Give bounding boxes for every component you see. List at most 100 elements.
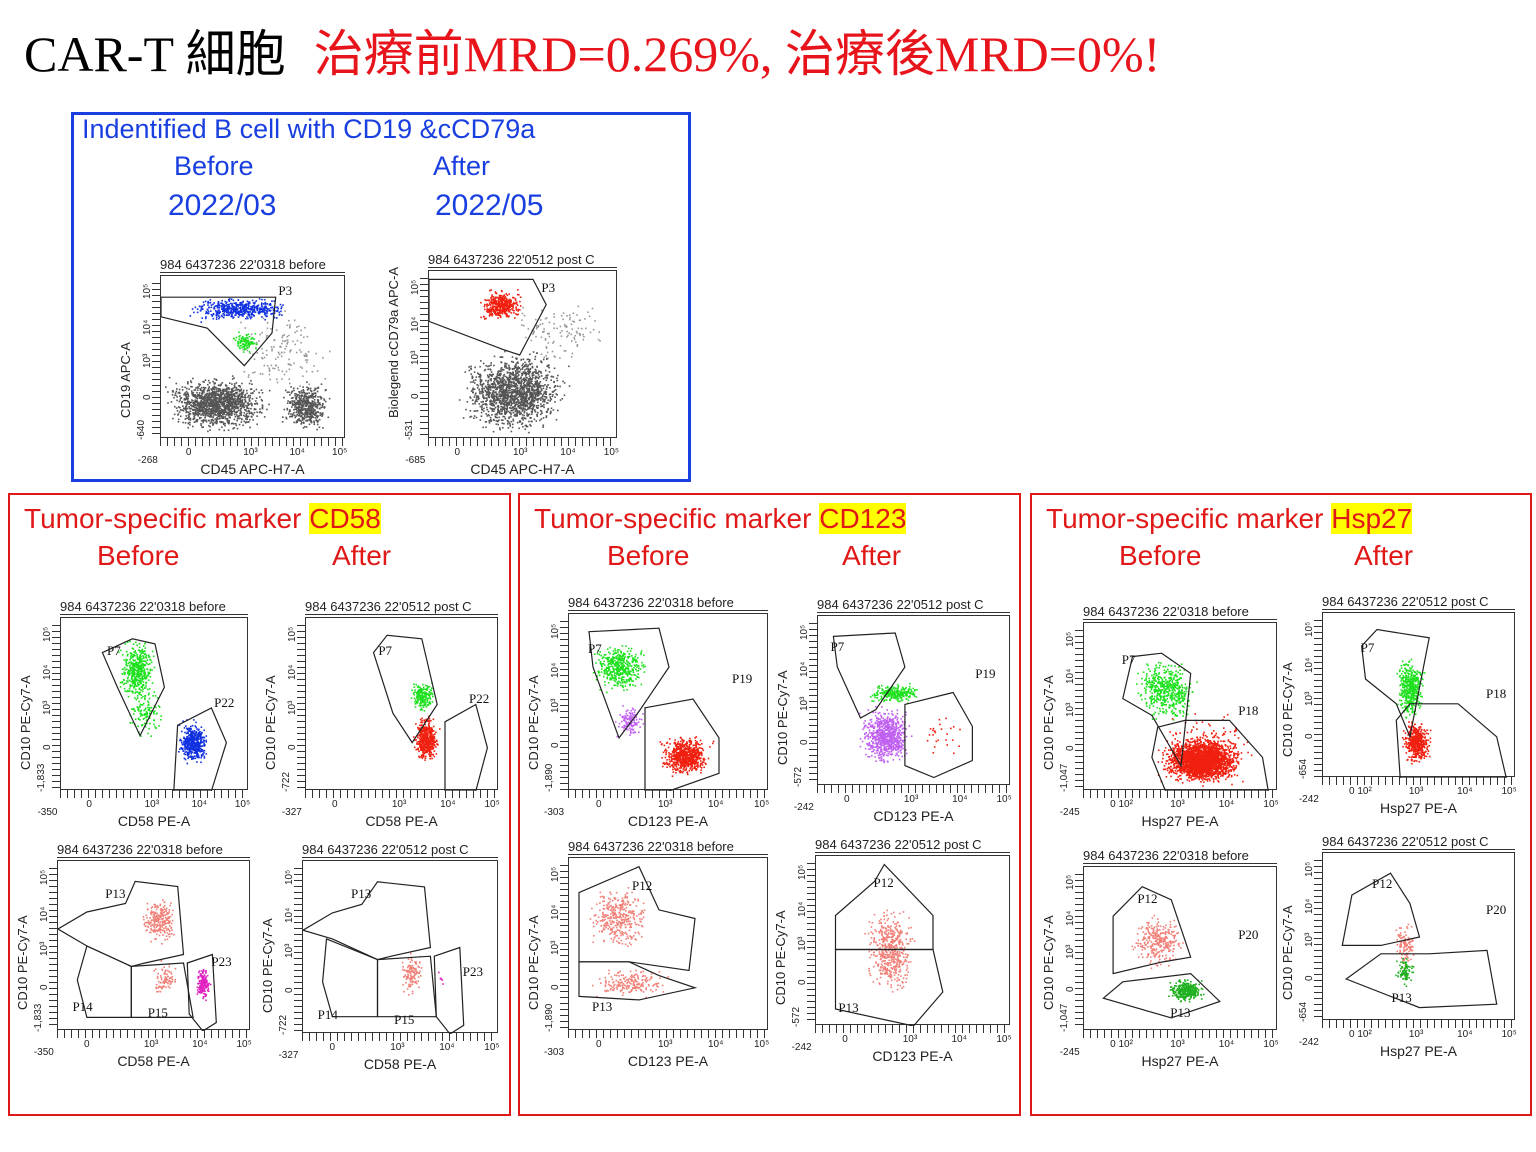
x-tick-label: -303 bbox=[544, 807, 565, 818]
y-tick-label: 10⁴ bbox=[410, 316, 421, 332]
before-label: Before bbox=[97, 540, 180, 571]
panel-title-prefix: Tumor-specific marker bbox=[1046, 503, 1332, 534]
gate-polygon[interactable] bbox=[161, 296, 277, 367]
x-tick-label: 0 bbox=[596, 1039, 602, 1050]
y-axis-label: CD10 PE-Cy7-A bbox=[18, 675, 33, 770]
axis-ticks bbox=[560, 865, 568, 1030]
y-tick-label: 10⁴ bbox=[284, 907, 295, 924]
gate-polygon[interactable] bbox=[1151, 719, 1269, 791]
gate-polygon[interactable] bbox=[1122, 652, 1192, 768]
x-tick-label: -245 bbox=[1059, 807, 1080, 818]
x-axis-label: CD123 PE-A bbox=[873, 808, 954, 824]
y-axis-label: CD10 PE-Cy7-A bbox=[526, 675, 541, 770]
x-tick-label: 0 bbox=[596, 799, 602, 810]
gate-polygon[interactable] bbox=[588, 627, 670, 740]
gate-polygon[interactable] bbox=[1360, 628, 1430, 739]
y-tick-label: 10⁵ bbox=[410, 279, 421, 295]
axis-ticks bbox=[817, 785, 1010, 793]
x-tick-label: 10⁵ bbox=[754, 799, 770, 810]
gate-polygon[interactable] bbox=[644, 698, 720, 791]
x-axis-label: CD123 PE-A bbox=[872, 1048, 953, 1064]
gate-label: P12 bbox=[873, 875, 894, 891]
gate-label: P13 bbox=[592, 998, 613, 1014]
axis-ticks bbox=[1075, 630, 1083, 790]
gate-polygon[interactable] bbox=[904, 691, 973, 779]
cell-population bbox=[196, 968, 212, 1002]
gate-polygon[interactable] bbox=[832, 632, 906, 719]
cell-population bbox=[926, 717, 961, 755]
gate-polygon[interactable] bbox=[433, 946, 465, 1035]
plot-area bbox=[1322, 852, 1515, 1020]
gate-polygon[interactable] bbox=[303, 881, 432, 961]
y-tick-label: -654 bbox=[1298, 1001, 1309, 1022]
gate-polygon[interactable] bbox=[186, 953, 217, 1032]
axis-ticks bbox=[60, 790, 248, 798]
gate-label: P7 bbox=[1360, 640, 1375, 656]
gate-polygon[interactable] bbox=[130, 962, 194, 1018]
gate-polygon[interactable] bbox=[376, 955, 437, 1018]
axis-ticks bbox=[815, 1025, 1010, 1033]
plot-area bbox=[302, 860, 498, 1035]
gate-label: P15 bbox=[394, 1012, 415, 1028]
gate-label: P23 bbox=[211, 953, 232, 969]
plot-area bbox=[305, 617, 498, 792]
gate-polygon[interactable] bbox=[429, 278, 547, 356]
x-tick-label: -268 bbox=[137, 455, 158, 466]
x-axis-label: Hsp27 PE-A bbox=[1141, 813, 1219, 829]
gate-polygon[interactable] bbox=[321, 938, 379, 1018]
y-tick-label: 10⁴ bbox=[39, 906, 50, 923]
x-tick-label: 0 bbox=[185, 447, 192, 458]
y-axis-label: Biolegend cCD79a APC-A bbox=[386, 266, 401, 418]
y-tick-label: -1,890 bbox=[544, 1003, 555, 1032]
y-tick-label: 10³ bbox=[550, 698, 561, 714]
cell-population bbox=[869, 682, 918, 705]
cell-population bbox=[1396, 658, 1426, 719]
gate-polygon[interactable] bbox=[1112, 885, 1192, 975]
gate-polygon[interactable] bbox=[1102, 972, 1221, 1019]
y-tick-label: 10⁵ bbox=[287, 627, 298, 643]
gate-label: P13 bbox=[1391, 989, 1412, 1005]
gate-label: P13 bbox=[1170, 1005, 1191, 1021]
gate-label: P20 bbox=[1238, 926, 1259, 942]
y-tick-label: 10⁴ bbox=[142, 319, 153, 336]
before-label: Before bbox=[1119, 540, 1202, 571]
plot-area bbox=[1083, 866, 1277, 1030]
gate-polygon[interactable] bbox=[444, 703, 489, 792]
y-tick-label: 10⁴ bbox=[1304, 657, 1315, 673]
gate-polygon[interactable] bbox=[1344, 949, 1498, 1009]
cell-population bbox=[281, 381, 331, 431]
x-tick-label: 10³ bbox=[391, 799, 407, 810]
gate-polygon[interactable] bbox=[834, 948, 944, 1027]
plot-area bbox=[160, 275, 345, 438]
x-tick-label: 10⁴ bbox=[289, 447, 305, 458]
axis-ticks bbox=[568, 1030, 768, 1038]
gate-polygon[interactable] bbox=[1395, 703, 1507, 778]
x-tick-label: -350 bbox=[37, 807, 58, 818]
cell-population bbox=[240, 310, 331, 387]
y-tick-label: 0 bbox=[1304, 733, 1315, 739]
gate-polygon[interactable] bbox=[101, 638, 166, 737]
x-tick-label: -242 bbox=[791, 1042, 812, 1053]
gate-label: P12 bbox=[632, 877, 653, 893]
plot-area bbox=[428, 270, 617, 438]
x-axis-label: CD123 PE-A bbox=[627, 813, 709, 829]
gate-label: P3 bbox=[541, 280, 556, 296]
y-tick-label: 10⁵ bbox=[1304, 861, 1315, 877]
x-axis-label: CD45 APC-H7-A bbox=[470, 461, 575, 477]
gate-polygon[interactable] bbox=[1341, 872, 1421, 947]
x-tick-label: 0 10² bbox=[1349, 786, 1372, 797]
y-tick-label: 10⁵ bbox=[1304, 621, 1315, 637]
plot-header: 984 6437236 22'0318 before bbox=[1083, 848, 1277, 864]
y-tick-label: 0 bbox=[550, 983, 561, 990]
cd123-panel-title: Tumor-specific marker CD123 bbox=[534, 503, 907, 535]
gate-polygon[interactable] bbox=[578, 961, 698, 1001]
gate-polygon[interactable] bbox=[76, 945, 132, 1018]
y-tick-label: 10⁴ bbox=[550, 904, 561, 921]
gate-polygon[interactable] bbox=[173, 707, 228, 791]
gate-label: P18 bbox=[1238, 702, 1259, 718]
x-tick-label: 10⁵ bbox=[996, 794, 1012, 805]
plot-header: 984 6437236 22'0512 post C bbox=[302, 842, 498, 858]
gate-label: P22 bbox=[469, 691, 490, 707]
panel-title-prefix: Tumor-specific marker bbox=[534, 503, 820, 534]
gate-polygon[interactable] bbox=[372, 634, 438, 744]
